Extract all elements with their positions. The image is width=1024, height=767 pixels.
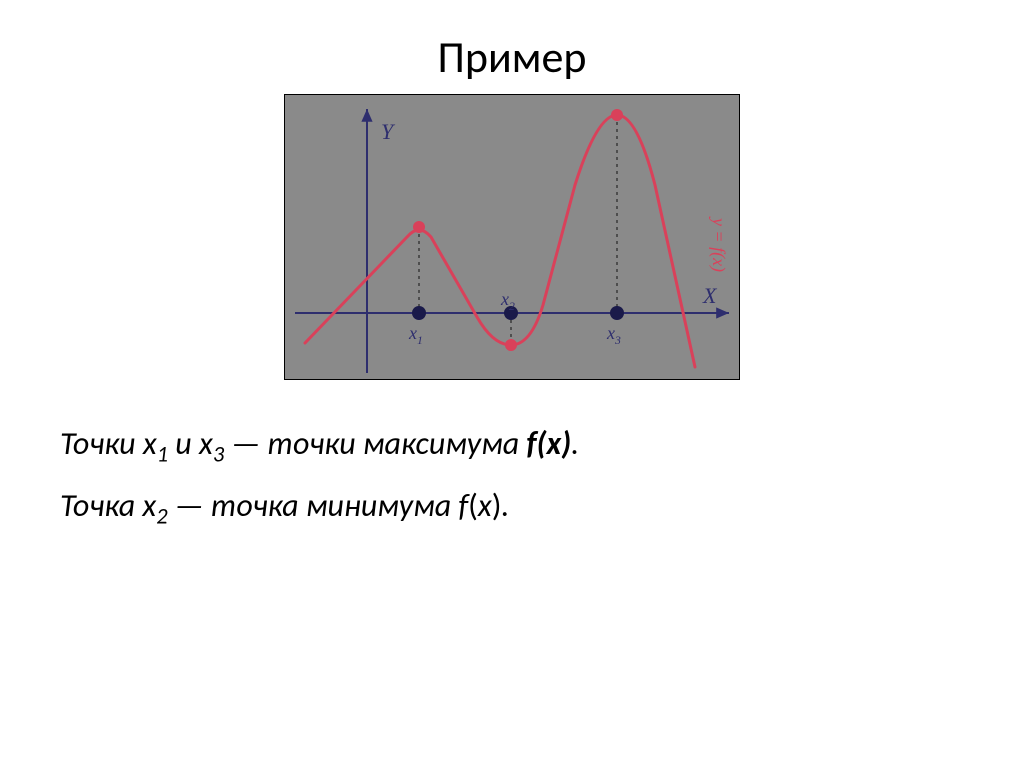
text: — точки максимума <box>224 424 526 463</box>
figure-container: YXx1x2x3y = f(x) <box>0 94 1024 380</box>
svg-text:x3: x3 <box>606 323 621 347</box>
svg-text:y = f(x): y = f(x) <box>708 216 729 272</box>
text: ( <box>468 486 478 525</box>
svg-text:x1: x1 <box>408 323 423 347</box>
text: Точка x <box>60 486 156 525</box>
subscript: 1 <box>157 441 168 468</box>
text: . <box>571 424 579 463</box>
text: . <box>501 486 509 525</box>
text: и x <box>168 424 213 463</box>
extrema-chart: YXx1x2x3y = f(x) <box>284 94 740 380</box>
text: Точки x <box>60 424 157 463</box>
slide-title: Пример <box>0 0 1024 84</box>
caption-line-1: Точки x1 и x3 — точки максимума f(x). <box>60 420 964 472</box>
text: — точка минимума <box>168 486 459 525</box>
subscript: 2 <box>156 503 167 530</box>
svg-text:Y: Y <box>381 119 396 144</box>
svg-text:X: X <box>702 283 718 308</box>
text: ) <box>492 486 502 525</box>
subscript: 3 <box>213 441 224 468</box>
slide: Пример Y Xx1 x 2 x3 y = f(x) Точки x1 и x3 — … <box>0 0 1024 767</box>
caption-block: Точки x1 и x3 — точки максимума f(x). То… <box>60 420 964 534</box>
function-name: f(x) <box>526 424 571 463</box>
function-name: f <box>458 486 468 525</box>
caption-line-2: Точка x2 — точка минимума f(x). <box>60 482 964 534</box>
text: x <box>478 486 492 525</box>
